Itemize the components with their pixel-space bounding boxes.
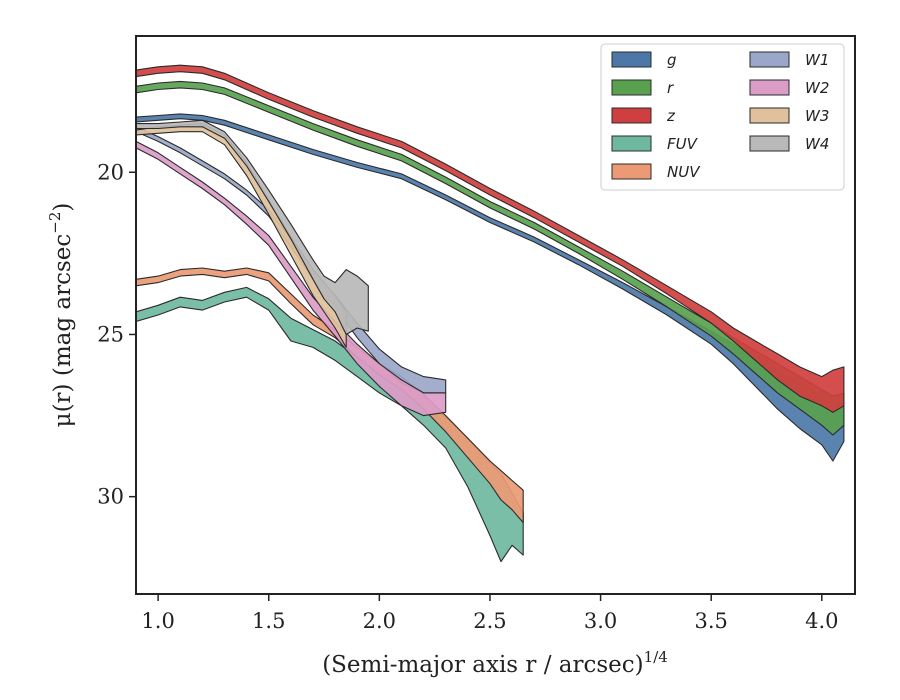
- legend-item-w2: W2: [749, 79, 829, 97]
- y-tick-label: 20: [97, 160, 124, 184]
- legend-item-w3: W3: [749, 107, 829, 125]
- ticks-layer: 1.0 1.5 2.0 2.5 3.0 3.5 4.0 20 25 30: [97, 160, 838, 633]
- series-band-w4: [136, 119, 369, 336]
- y-axis-title-exponent: −2: [46, 212, 64, 234]
- axes-frame: [135, 35, 856, 595]
- legend-swatch: [611, 135, 652, 152]
- legend-label: W1: [805, 51, 829, 69]
- x-tick-label: 2.0: [363, 609, 396, 633]
- y-tick-label: 25: [97, 322, 124, 346]
- legend-label: W4: [805, 135, 829, 153]
- x-tick-label: 2.5: [473, 609, 506, 633]
- x-tick-label: 1.0: [141, 609, 174, 633]
- series-band-z: [136, 64, 845, 413]
- legend-swatch: [611, 79, 652, 96]
- legend-item-r: r: [611, 79, 674, 97]
- series-band-w2: [136, 140, 447, 417]
- x-tick-label: 3.0: [584, 609, 617, 633]
- y-tick-label: 30: [97, 485, 124, 509]
- legend-swatch: [611, 51, 652, 68]
- legend-label: g: [667, 51, 677, 69]
- legend-swatch: [749, 107, 790, 124]
- series-band-nuv: [136, 267, 524, 524]
- legend-item-w1: W1: [749, 51, 829, 69]
- legend-label: FUV: [667, 135, 699, 153]
- series-band-r: [136, 80, 845, 436]
- legend-label: NUV: [667, 163, 701, 181]
- series-band-g: [136, 113, 845, 462]
- x-tick-label: 4.0: [805, 609, 838, 633]
- legend: grz FUV NUV W1 W2 W3 W4: [600, 43, 845, 191]
- y-axis-title: μ(r) (mag arcsec−2): [46, 203, 76, 428]
- series-layer: [136, 64, 845, 563]
- legend-item-w4: W4: [749, 135, 829, 153]
- legend-swatch: [611, 107, 652, 124]
- legend-item-fuv: FUV: [611, 135, 699, 153]
- legend-swatch: [749, 51, 790, 68]
- legend-label: W2: [805, 79, 829, 97]
- legend-swatch: [749, 135, 790, 152]
- x-tick-label: 1.5: [252, 609, 285, 633]
- legend-item-g: g: [611, 51, 677, 69]
- legend-swatch: [749, 79, 790, 96]
- x-axis-title: (Semi-major axis r / arcsec)1/4: [322, 648, 668, 678]
- legend-item-z: z: [611, 107, 676, 125]
- legend-label: W3: [805, 107, 829, 125]
- y-axis-title-close: ): [50, 203, 76, 212]
- legend-swatch: [611, 163, 652, 180]
- x-tick-label: 3.5: [694, 609, 727, 633]
- legend-label: r: [667, 79, 674, 97]
- legend-label: z: [666, 107, 676, 125]
- x-axis-title-exponent: 1/4: [644, 648, 668, 666]
- legend-item-nuv: NUV: [611, 163, 701, 181]
